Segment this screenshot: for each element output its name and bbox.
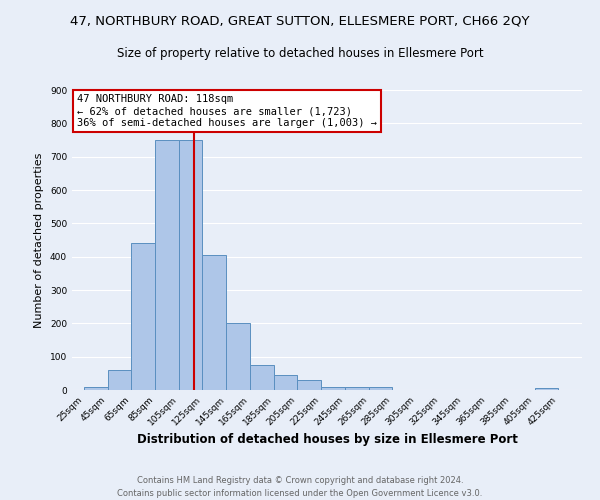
- Text: Size of property relative to detached houses in Ellesmere Port: Size of property relative to detached ho…: [116, 48, 484, 60]
- Text: 47 NORTHBURY ROAD: 118sqm
← 62% of detached houses are smaller (1,723)
36% of se: 47 NORTHBURY ROAD: 118sqm ← 62% of detac…: [77, 94, 377, 128]
- Bar: [131, 244, 155, 390]
- Bar: [226, 324, 250, 390]
- Bar: [535, 388, 558, 390]
- Text: 47, NORTHBURY ROAD, GREAT SUTTON, ELLESMERE PORT, CH66 2QY: 47, NORTHBURY ROAD, GREAT SUTTON, ELLESM…: [70, 15, 530, 28]
- X-axis label: Distribution of detached houses by size in Ellesmere Port: Distribution of detached houses by size …: [137, 432, 517, 446]
- Bar: [368, 386, 392, 390]
- Text: Contains HM Land Registry data © Crown copyright and database right 2024.
Contai: Contains HM Land Registry data © Crown c…: [118, 476, 482, 498]
- Bar: [321, 388, 345, 390]
- Bar: [202, 255, 226, 390]
- Bar: [84, 386, 107, 390]
- Bar: [155, 140, 179, 390]
- Bar: [298, 380, 321, 390]
- Y-axis label: Number of detached properties: Number of detached properties: [34, 152, 44, 328]
- Bar: [274, 375, 298, 390]
- Bar: [250, 365, 274, 390]
- Bar: [107, 370, 131, 390]
- Bar: [345, 388, 368, 390]
- Bar: [179, 140, 202, 390]
